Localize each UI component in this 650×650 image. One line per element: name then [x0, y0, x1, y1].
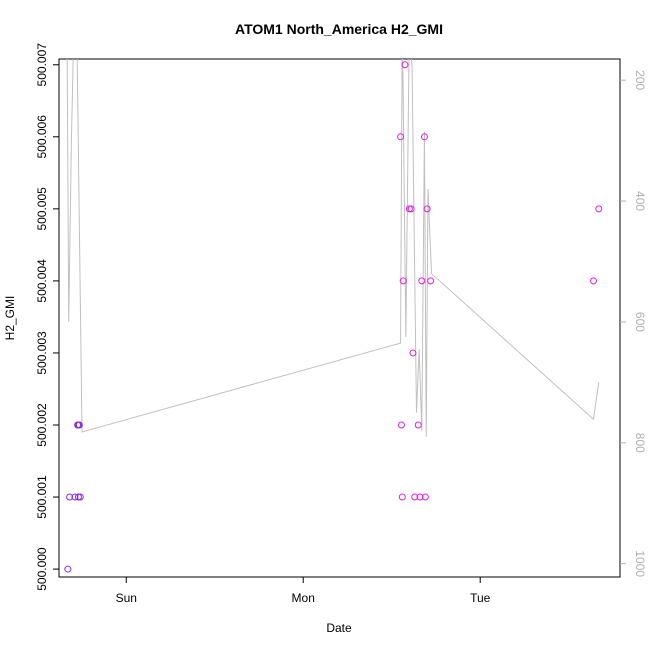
data-point [427, 277, 435, 285]
data-point [397, 421, 405, 429]
y-axis-label: H2_GMI [3, 296, 17, 341]
y2-axis: 200 400 600 800 1000 [620, 70, 647, 577]
y-tick-label: 500.002 [35, 403, 49, 447]
data-point [423, 205, 431, 213]
y-tick-label: 500.005 [35, 187, 49, 231]
data-point [409, 349, 417, 357]
plot-frame [58, 58, 621, 578]
y-tick-label: 500.003 [35, 331, 49, 375]
data-point [401, 61, 409, 69]
y-axis: 500.000 500.001 500.002 500.003 500.004 500.0… [35, 43, 59, 591]
data-point [399, 277, 407, 285]
data-point [414, 421, 422, 429]
series-line [66, 59, 600, 437]
data-point [407, 205, 415, 213]
y2-tick-label: 200 [633, 70, 647, 90]
y2-tick-label: 400 [633, 191, 647, 211]
y-tick-label: 500.000 [35, 547, 49, 591]
data-point [74, 493, 82, 501]
y2-tick-label: 800 [633, 433, 647, 453]
data-point [421, 493, 429, 501]
y2-tick-label: 600 [633, 312, 647, 332]
data-point [75, 421, 83, 429]
y-tick-label: 500.001 [35, 475, 49, 519]
data-point [64, 565, 72, 573]
data-point [418, 277, 426, 285]
y-tick-label: 500.006 [35, 115, 49, 159]
x-axis: Sun Mon Tue [116, 577, 491, 605]
data-point [411, 493, 419, 501]
y2-tick-label: 1000 [633, 550, 647, 577]
data-point [71, 493, 79, 501]
data-point [589, 277, 597, 285]
data-point [420, 133, 428, 141]
line-layer [66, 59, 600, 437]
y-tick-label: 500.007 [35, 43, 49, 87]
y-tick-label: 500.004 [35, 259, 49, 303]
data-point [398, 493, 406, 501]
data-point [416, 493, 424, 501]
point-layer [64, 61, 603, 573]
data-point [595, 205, 603, 213]
x-axis-label: Date [326, 621, 352, 635]
x-tick-label: Sun [116, 591, 137, 605]
x-tick-label: Tue [470, 591, 491, 605]
data-point [66, 493, 74, 501]
data-point [397, 133, 405, 141]
x-tick-label: Mon [292, 591, 315, 605]
chart-title: ATOM1 North_America H2_GMI [235, 21, 443, 37]
